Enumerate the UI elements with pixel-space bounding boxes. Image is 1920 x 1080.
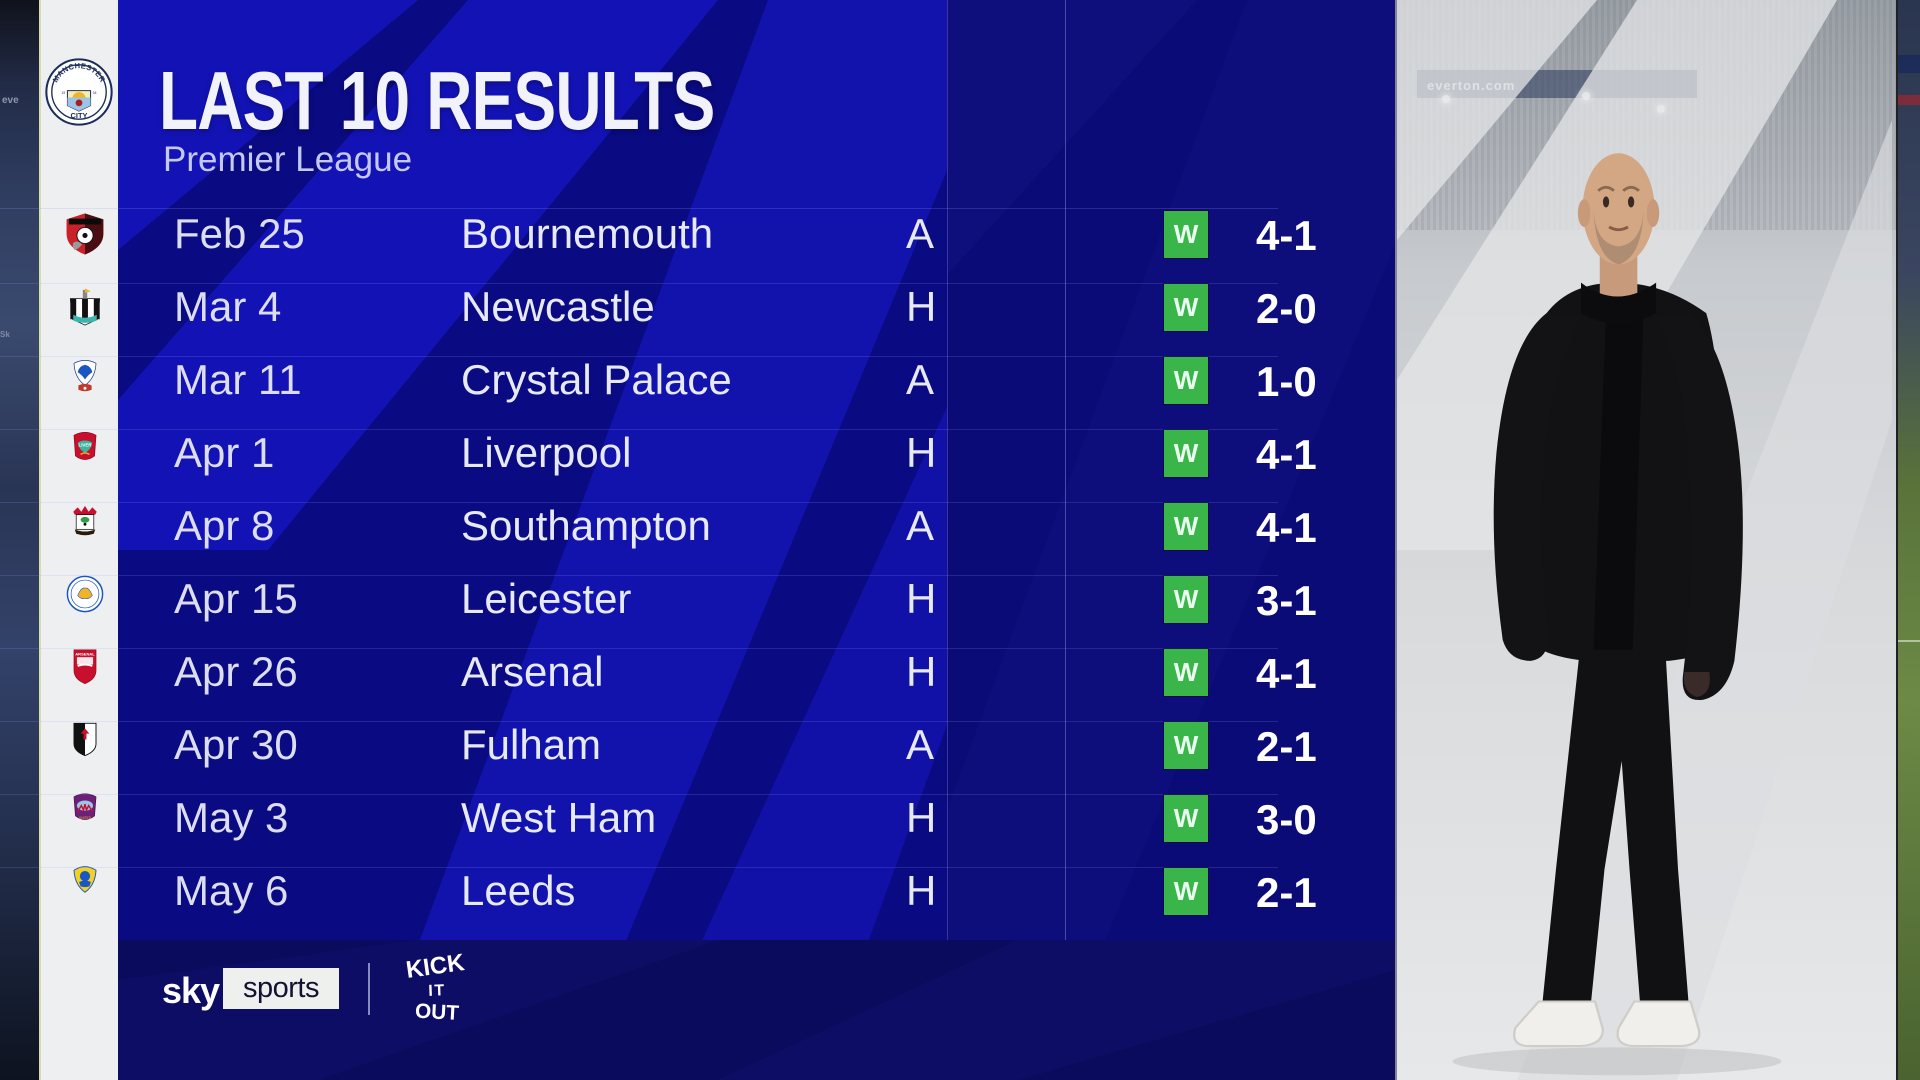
svg-text:KICK: KICK [404, 950, 467, 984]
svg-text:OUT: OUT [414, 1000, 459, 1025]
svg-text:19: 19 [61, 91, 65, 95]
svg-text:04: 04 [93, 91, 97, 95]
svg-text:IT: IT [428, 982, 446, 1000]
svg-text:CITY: CITY [70, 111, 87, 120]
